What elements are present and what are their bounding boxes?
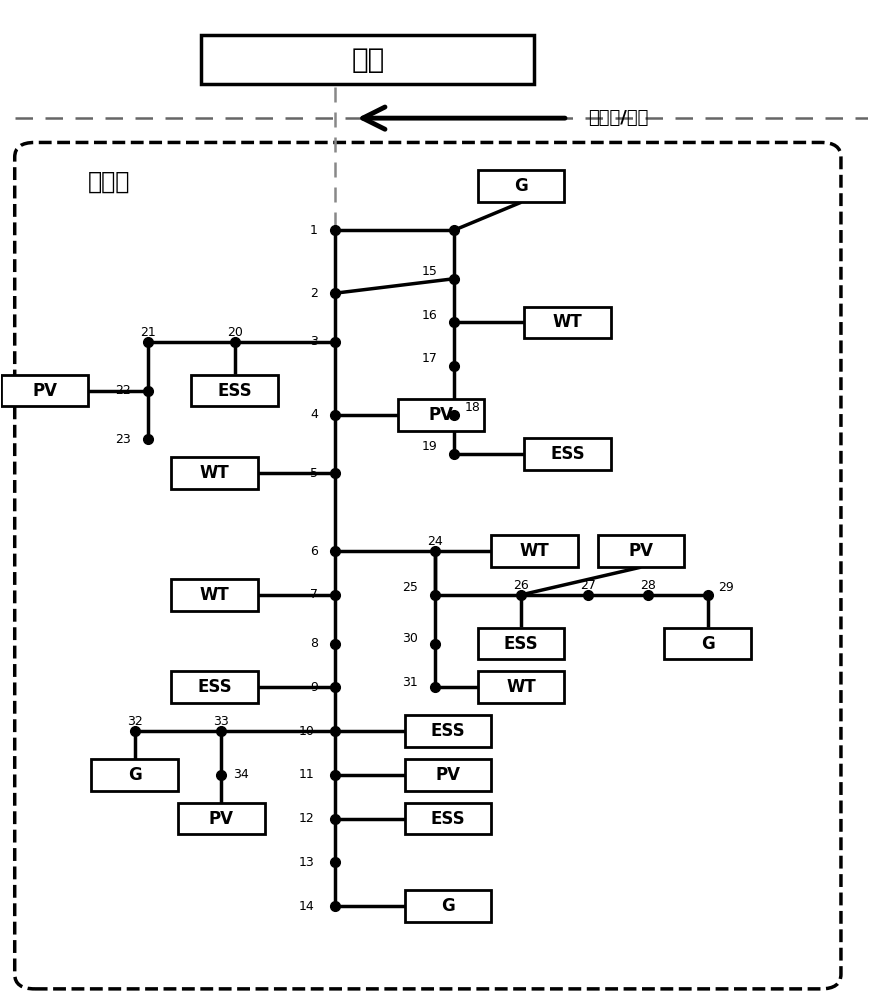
FancyBboxPatch shape [525, 438, 611, 470]
Text: 14: 14 [299, 900, 315, 913]
Text: 33: 33 [214, 715, 229, 728]
Text: 26: 26 [514, 579, 529, 592]
Text: 10: 10 [299, 725, 315, 738]
FancyBboxPatch shape [598, 535, 685, 567]
FancyBboxPatch shape [202, 35, 534, 84]
Text: 21: 21 [140, 326, 156, 339]
FancyBboxPatch shape [404, 890, 491, 922]
FancyBboxPatch shape [665, 628, 751, 659]
Text: 25: 25 [402, 581, 418, 594]
Text: PV: PV [428, 406, 454, 424]
Text: 32: 32 [127, 715, 143, 728]
Text: 2: 2 [310, 287, 318, 300]
FancyBboxPatch shape [525, 307, 611, 338]
Text: 主网: 主网 [351, 46, 384, 74]
FancyBboxPatch shape [191, 375, 278, 406]
FancyBboxPatch shape [178, 803, 264, 834]
Text: 28: 28 [640, 579, 656, 592]
Text: PV: PV [209, 810, 234, 828]
Text: 31: 31 [402, 676, 418, 689]
Text: WT: WT [200, 464, 229, 482]
Text: 8: 8 [310, 637, 318, 650]
FancyBboxPatch shape [91, 759, 178, 791]
Text: 6: 6 [310, 545, 318, 558]
Text: 7: 7 [310, 588, 318, 601]
FancyBboxPatch shape [171, 457, 258, 489]
FancyBboxPatch shape [398, 399, 485, 431]
Text: 配电网: 配电网 [88, 169, 130, 193]
FancyBboxPatch shape [404, 803, 491, 834]
Text: G: G [514, 177, 528, 195]
Text: WT: WT [520, 542, 549, 560]
FancyBboxPatch shape [2, 375, 88, 406]
Text: 19: 19 [422, 440, 438, 453]
Text: 34: 34 [233, 768, 249, 781]
Text: 18: 18 [465, 401, 481, 414]
Text: WT: WT [507, 678, 536, 696]
Text: PV: PV [32, 382, 57, 400]
Text: 3: 3 [310, 335, 318, 348]
Text: ESS: ESS [197, 678, 232, 696]
Text: WT: WT [553, 313, 582, 331]
Text: 15: 15 [422, 265, 438, 278]
Text: 23: 23 [116, 433, 131, 446]
Text: 13: 13 [299, 856, 315, 869]
Text: 16: 16 [422, 309, 438, 322]
Text: ESS: ESS [430, 722, 465, 740]
Text: 11: 11 [299, 768, 315, 781]
FancyBboxPatch shape [478, 170, 565, 202]
Text: G: G [441, 897, 454, 915]
Text: G: G [128, 766, 142, 784]
Text: 大扰动/故障: 大扰动/故障 [587, 109, 648, 127]
Text: 24: 24 [427, 535, 442, 548]
FancyBboxPatch shape [478, 628, 565, 659]
Text: 22: 22 [116, 384, 131, 397]
Text: 27: 27 [580, 579, 595, 592]
Text: 12: 12 [299, 812, 315, 825]
FancyBboxPatch shape [404, 715, 491, 747]
Text: PV: PV [435, 766, 461, 784]
FancyBboxPatch shape [404, 759, 491, 791]
Text: 5: 5 [310, 467, 318, 480]
Text: 9: 9 [310, 681, 318, 694]
Text: ESS: ESS [217, 382, 252, 400]
Text: ESS: ESS [550, 445, 585, 463]
Text: ESS: ESS [430, 810, 465, 828]
Text: 1: 1 [310, 224, 318, 237]
Text: ESS: ESS [504, 635, 539, 653]
FancyBboxPatch shape [491, 535, 578, 567]
Text: 30: 30 [402, 632, 418, 645]
FancyBboxPatch shape [171, 671, 258, 703]
Text: 4: 4 [310, 408, 318, 421]
Text: 17: 17 [422, 352, 438, 365]
Text: PV: PV [628, 542, 653, 560]
FancyBboxPatch shape [478, 671, 565, 703]
Text: 29: 29 [718, 581, 733, 594]
FancyBboxPatch shape [171, 579, 258, 611]
Text: 20: 20 [227, 326, 242, 339]
FancyBboxPatch shape [15, 142, 841, 989]
Text: G: G [700, 635, 714, 653]
Text: WT: WT [200, 586, 229, 604]
